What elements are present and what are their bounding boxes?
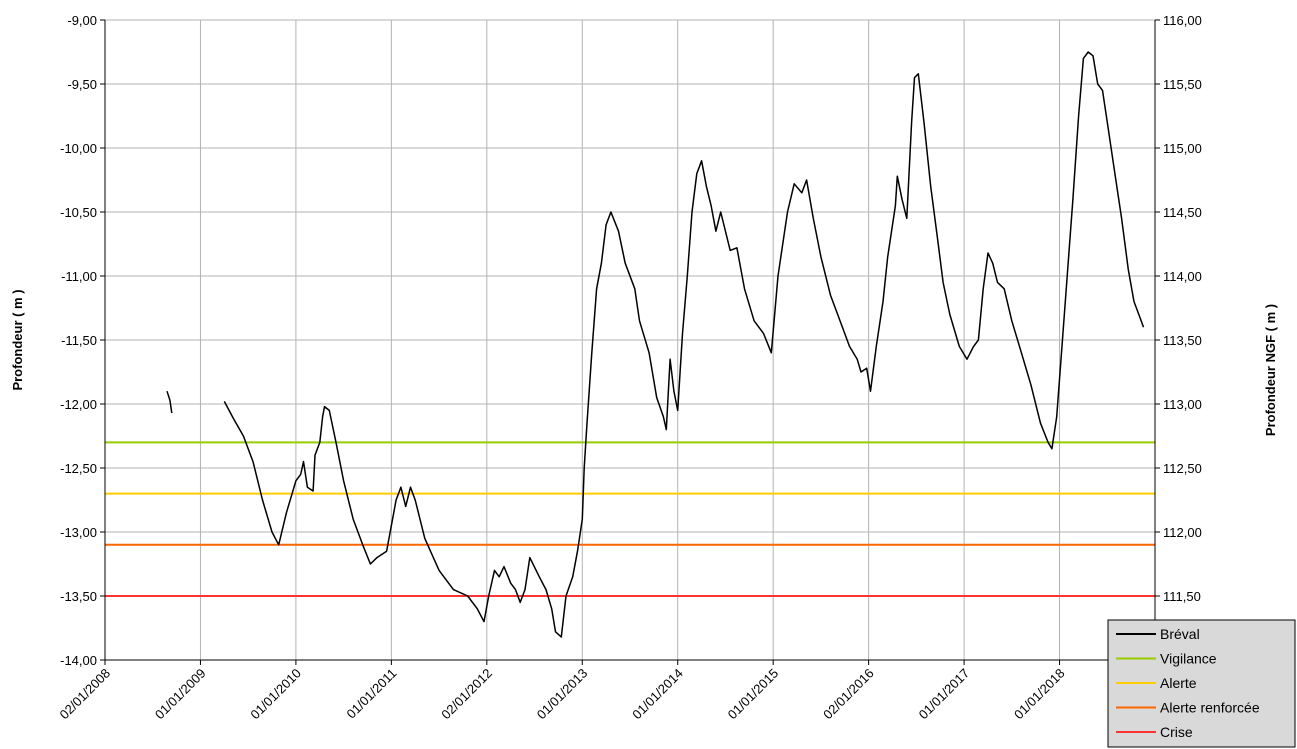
series-line bbox=[166, 390, 173, 414]
y-tick-label-left: -10,50 bbox=[60, 205, 97, 220]
legend-label: Crise bbox=[1160, 724, 1193, 740]
legend-label: Bréval bbox=[1160, 626, 1200, 642]
legend: Bréval Vigilance Alerte Alerte renforcée Cri… bbox=[1107, 619, 1296, 748]
y-tick-label-left: -11,00 bbox=[61, 269, 97, 284]
series-line bbox=[223, 51, 1145, 638]
x-tick-label: 02/01/2016 bbox=[820, 666, 877, 723]
y-tick-label-right: 111,50 bbox=[1163, 589, 1201, 604]
legend-label: Alerte bbox=[1160, 675, 1197, 691]
y-tick-label-left: -9,50 bbox=[67, 77, 97, 92]
y-tick-label-left: -11,50 bbox=[61, 333, 97, 348]
y-tick-label-right: 114,00 bbox=[1163, 269, 1202, 284]
y-tick-label-left: -13,00 bbox=[60, 525, 97, 540]
y-tick-label-left: -10,00 bbox=[60, 141, 97, 156]
y-tick-label-right: 113,50 bbox=[1163, 333, 1202, 348]
y-tick-label-left: -9,00 bbox=[67, 13, 97, 28]
series-layer bbox=[166, 51, 1145, 638]
y-tick-label-right: 116,00 bbox=[1163, 13, 1202, 28]
legend-label: Alerte renforcée bbox=[1160, 700, 1260, 716]
y-tick-label-right: 114,50 bbox=[1163, 205, 1202, 220]
threshold-lines bbox=[105, 441, 1155, 597]
y-tick-label-left: -12,50 bbox=[60, 461, 97, 476]
x-tick-label: 01/01/2013 bbox=[534, 666, 591, 723]
legend-label: Vigilance bbox=[1160, 651, 1217, 667]
tick-labels: -9,00 116,00 -9,50 115,50 -10,00 115,00 -10,50… bbox=[56, 13, 1201, 722]
y-axis-title-left: Profondeur ( m ) bbox=[10, 289, 25, 390]
y-tick-label-right: 112,50 bbox=[1163, 461, 1202, 476]
x-tick-label: 01/01/2014 bbox=[629, 666, 686, 723]
x-tick-label: 01/01/2015 bbox=[725, 666, 782, 723]
y-tick-label-left: -14,00 bbox=[60, 653, 97, 668]
x-tick-label: 02/01/2012 bbox=[438, 666, 495, 723]
axes bbox=[100, 19, 1160, 665]
x-tick-label: 02/01/2008 bbox=[56, 666, 113, 723]
y-tick-label-right: 112,00 bbox=[1163, 525, 1202, 540]
x-tick-label: 01/01/2010 bbox=[247, 666, 304, 723]
y-tick-label-right: 115,50 bbox=[1163, 77, 1202, 92]
x-tick-label: 01/01/2017 bbox=[916, 666, 973, 723]
y-tick-label-right: 113,00 bbox=[1163, 397, 1202, 412]
y-axis-title-right: Profondeur NGF ( m ) bbox=[1263, 304, 1278, 436]
y-tick-label-right: 115,00 bbox=[1163, 141, 1202, 156]
x-tick-label: 01/01/2011 bbox=[344, 666, 400, 722]
y-tick-label-left: -13,50 bbox=[60, 589, 97, 604]
grid bbox=[104, 19, 1156, 661]
x-tick-label: 01/01/2009 bbox=[152, 666, 209, 723]
x-tick-label: 01/01/2018 bbox=[1011, 666, 1068, 723]
y-tick-label-left: -12,00 bbox=[60, 397, 97, 412]
